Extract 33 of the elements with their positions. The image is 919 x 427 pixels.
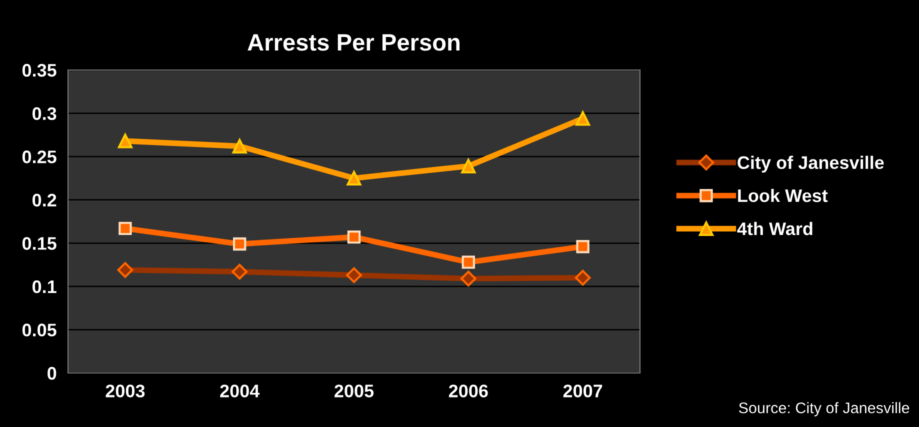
chart-title: Arrests Per Person (248, 34, 460, 51)
x-tick-label: 2006 (448, 384, 488, 398)
y-tick-label: 0.05 (22, 324, 56, 336)
y-tick-label: 0.3 (32, 107, 56, 120)
point (118, 134, 132, 148)
point (576, 111, 590, 126)
point (347, 230, 361, 244)
y-tick-label: 0.35 (22, 64, 56, 77)
point (460, 270, 476, 287)
x-tick-label: 2007 (563, 384, 602, 398)
point (233, 237, 246, 251)
x-tick-label: 2003 (106, 384, 145, 398)
legend-label: 4th Ward (737, 222, 812, 236)
point (461, 158, 476, 174)
y-tick-label: 0.1 (32, 280, 56, 294)
y-tick-label: 0.15 (22, 237, 56, 250)
point (576, 240, 590, 254)
y-tick-label: 0.2 (32, 194, 56, 207)
legend-label: City of Janesville (738, 156, 884, 173)
point (232, 138, 247, 154)
legend-label: Look West (738, 188, 828, 202)
point (346, 267, 362, 284)
point (118, 222, 132, 236)
x-tick-label: 2005 (334, 384, 374, 398)
y-tick-label: 0.25 (22, 150, 56, 164)
x-tick-label: 2004 (220, 384, 260, 398)
point (346, 170, 362, 186)
point (232, 264, 248, 280)
point (574, 270, 591, 286)
source-note: Source: City of Janesville (738, 402, 910, 416)
point (117, 262, 134, 278)
point (462, 256, 475, 269)
y-tick-label: 0 (48, 366, 56, 380)
